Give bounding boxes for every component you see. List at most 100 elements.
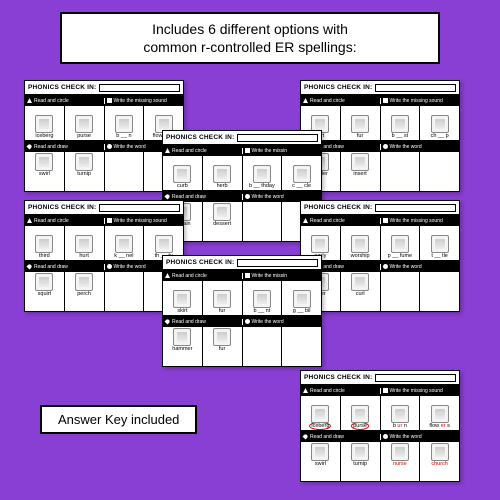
worksheet-cell	[105, 152, 145, 192]
triangle-icon	[165, 273, 170, 278]
sheet-title: PHONICS CHECK IN:	[166, 134, 234, 141]
worksheet-cell	[282, 327, 321, 367]
cell-label: turnip	[353, 462, 367, 468]
worksheet-cell: iceberg	[301, 396, 341, 430]
cell-image	[115, 115, 133, 133]
cell-image	[311, 443, 329, 461]
content-row: icebergpurseb __ nflow __ s	[25, 106, 183, 141]
cell-image	[351, 235, 369, 253]
cell-image	[35, 273, 53, 291]
cell-label: g __ bil	[293, 309, 311, 315]
square-icon	[383, 218, 388, 223]
worksheet-cell: insert	[341, 152, 381, 192]
task-label: Read and circle	[310, 218, 345, 224]
circle-icon	[383, 144, 388, 149]
worksheet-cell: g __ bil	[282, 281, 321, 315]
sheet-header: PHONICS CHECK IN:	[301, 371, 459, 385]
cell-image	[351, 443, 369, 461]
banner-line1: Includes 6 different options with	[86, 20, 414, 38]
name-field	[375, 84, 456, 92]
circle-icon	[245, 194, 250, 199]
cell-label: turnip	[77, 172, 91, 178]
cell-label: swirl	[39, 172, 50, 178]
worksheet: PHONICS CHECK IN:Read and circleWrite th…	[24, 80, 184, 192]
task-row: Read and drawWrite the word	[163, 191, 321, 202]
worksheet-cell: b __ thday	[243, 156, 283, 190]
worksheet-cell: b __ nt	[243, 281, 283, 315]
task-label: Read and draw	[310, 434, 344, 440]
cell-image	[213, 165, 231, 183]
cell-image	[115, 235, 133, 253]
cell-image	[213, 290, 231, 308]
cell-label: skirt	[177, 309, 187, 315]
circle-icon	[383, 434, 388, 439]
cell-label: worship	[351, 254, 370, 260]
cell-image	[293, 165, 311, 183]
cell-image	[75, 235, 93, 253]
cell-image	[75, 153, 93, 171]
content-row: curbherbb __ thdayc __ cle	[163, 156, 321, 191]
name-field	[99, 204, 180, 212]
cell-image	[351, 273, 369, 291]
worksheet-cell	[105, 272, 145, 312]
cell-image	[351, 153, 369, 171]
cell-label: herb	[217, 184, 228, 190]
triangle-icon	[303, 218, 308, 223]
worksheet-cell	[381, 152, 421, 192]
cell-label: b __ thday	[249, 184, 275, 190]
triangle-icon	[165, 148, 170, 153]
cell-label: fur	[219, 309, 225, 315]
content-row: spiderinsert	[301, 152, 459, 192]
cell-label: b ur n	[393, 424, 407, 430]
content-row: tigercurl	[301, 272, 459, 312]
cell-image	[253, 290, 271, 308]
cell-label: third	[39, 254, 50, 260]
cell-label: squirt	[38, 292, 51, 298]
task-label: Read and draw	[172, 319, 206, 325]
triangle-icon	[303, 98, 308, 103]
sheet-header: PHONICS CHECK IN:	[301, 201, 459, 215]
cell-image	[351, 115, 369, 133]
sheet-header: PHONICS CHECK IN:	[301, 81, 459, 95]
worksheet-cell: third	[25, 226, 65, 260]
task-label: Write the missing sound	[390, 388, 443, 394]
cell-label: iceberg	[309, 424, 331, 430]
circle-icon	[107, 264, 112, 269]
cell-label: flow er s	[429, 424, 449, 430]
cell-label: perch	[77, 292, 91, 298]
task-label: Write the missin	[252, 148, 287, 154]
cell-label: curl	[356, 292, 365, 298]
answer-key-text: Answer Key included	[58, 412, 179, 427]
cell-label: nurse	[393, 462, 407, 468]
worksheet-cell: skirt	[163, 281, 203, 315]
cell-label: iceberg	[35, 134, 53, 140]
worksheet: PHONICS CHECK IN: Read and circle Write th…	[300, 80, 460, 192]
worksheet-cell: worship	[341, 226, 381, 260]
title-banner: Includes 6 different options with common…	[60, 12, 440, 64]
task-label: Read and circle	[34, 218, 69, 224]
cell-label: k __ nel	[114, 254, 133, 260]
task-label: Write the missin	[252, 273, 287, 279]
sheet-title: PHONICS CHECK IN:	[304, 374, 372, 381]
cell-image	[75, 115, 93, 133]
task-row: Read and circleWrite the missin	[163, 270, 321, 281]
cell-label: purse	[77, 134, 91, 140]
sheet-title: PHONICS CHECK IN:	[166, 259, 234, 266]
content-row: icebergpurseb ur nflow er s	[301, 396, 459, 431]
worksheet: PHONICS CHECK IN:Read and circleWrite th…	[162, 130, 322, 242]
task-label: Read and circle	[310, 98, 345, 104]
task-label: Write the missing sound	[390, 98, 443, 104]
cell-image	[431, 405, 449, 423]
circle-icon	[383, 264, 388, 269]
cell-image	[431, 235, 449, 253]
cell-image	[35, 153, 53, 171]
square-icon	[245, 148, 250, 153]
cell-image	[391, 115, 409, 133]
name-field	[375, 374, 456, 382]
cell-label: insert	[353, 172, 366, 178]
worksheet-cell: curl	[341, 272, 381, 312]
cell-label: ch __ p	[431, 134, 449, 140]
cell-image	[431, 443, 449, 461]
task-label: Write the word	[390, 144, 422, 150]
task-row: Read and circleWrite the missing sound	[25, 95, 183, 106]
